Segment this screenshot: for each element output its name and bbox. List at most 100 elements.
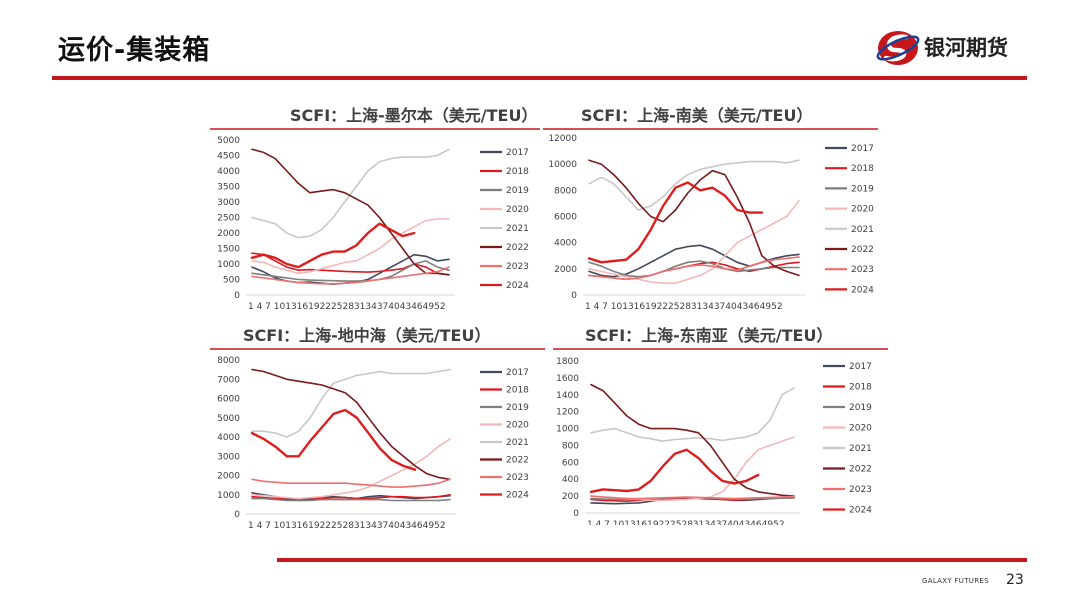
legend-label-2017: 2017 [851, 144, 874, 154]
legend-label-2023: 2023 [506, 473, 529, 483]
legend-label-2020: 2020 [849, 424, 872, 434]
series-line-2024 [587, 181, 764, 264]
legend-label-2019: 2019 [851, 184, 874, 194]
y-tick-label: 3000 [217, 452, 240, 462]
y-tick-label: 3500 [217, 183, 240, 193]
legend-label-2024: 2024 [506, 491, 529, 501]
y-tick-label: 4000 [217, 433, 240, 443]
series-line-2021 [251, 148, 450, 239]
chart-title: SCFI：上海-东南亚（美元/TEU） [585, 326, 832, 345]
legend-label-2024: 2024 [849, 506, 872, 516]
y-tick-label: 1000 [556, 425, 579, 435]
x-tick-labels: 1 4 7 101316192225283134374043464952 [585, 302, 783, 312]
chart-melbourne: SCFI：上海-墨尔本（美元/TEU） 0 500 1000 1500 2000 2500 3… [210, 100, 540, 312]
legend-label-2018: 2018 [849, 383, 872, 393]
y-tick-label: 5000 [217, 414, 240, 424]
y-tick-label: 800 [562, 441, 579, 451]
x-tick-labels: 1 4 7 101316192225283134374043464952 [248, 521, 446, 531]
y-tick-label: 1800 [556, 357, 579, 367]
chart-mediterranean: SCFI：上海-地中海（美元/TEU） 0 1000 2000 3000 4000 5000… [210, 320, 545, 535]
legend-label-2020: 2020 [506, 421, 529, 431]
y-tick-label: 5000 [217, 136, 240, 146]
y-tick-label: 4500 [217, 152, 240, 162]
y-tick-label: 200 [562, 492, 579, 502]
legend-label-2017: 2017 [506, 368, 529, 378]
y-tick-label: 1400 [556, 391, 579, 401]
chart-title: SCFI：上海-南美（美元/TEU） [581, 106, 812, 125]
chart-svg: SCFI：上海-南美（美元/TEU） 0 2000 4000 6000 8000 10000… [543, 106, 878, 312]
chart-svg: SCFI：上海-东南亚（美元/TEU） 0 200 400 600 800 1000 1200… [553, 326, 888, 525]
y-tick-label: 400 [562, 475, 579, 485]
y-tick-label: 1500 [217, 245, 240, 255]
y-tick-label: 1200 [556, 408, 579, 418]
y-tick-label: 1000 [217, 491, 240, 501]
y-tick-label: 2000 [554, 265, 577, 275]
series-line-2023 [251, 266, 450, 285]
series-line-2022 [251, 148, 450, 276]
y-tick-label: 0 [234, 291, 240, 301]
chart-southeast-asia: SCFI：上海-东南亚（美元/TEU） 0 200 400 600 800 1000 1200… [553, 320, 888, 525]
chart-svg: SCFI：上海-墨尔本（美元/TEU） 0 500 1000 1500 2000 2500 3… [210, 106, 540, 312]
series-line-2020 [251, 218, 450, 275]
series-line-2024 [250, 222, 416, 269]
y-tick-label: 10000 [548, 160, 577, 170]
title-underline [52, 76, 1027, 80]
chart-title: SCFI：上海-地中海（美元/TEU） [243, 326, 490, 345]
footer-line [277, 558, 1027, 562]
y-tick-label: 0 [234, 510, 240, 520]
legend-label-2023: 2023 [849, 485, 872, 495]
legend-label-2021: 2021 [851, 225, 874, 235]
legend-label-2017: 2017 [849, 362, 872, 372]
footer-brand: GALAXY FUTURES [922, 577, 989, 585]
y-tick-label: 7000 [217, 375, 240, 385]
logo-text: 银河期货 [924, 36, 1008, 60]
x-tick-labels: 1 4 7 101316192225283134374043464952 [248, 302, 446, 312]
legend-label-2023: 2023 [851, 265, 874, 275]
series-line-2021 [251, 368, 451, 438]
legend-label-2021: 2021 [506, 224, 529, 234]
y-tick-label: 600 [562, 458, 579, 468]
y-tick-label: 2000 [217, 229, 240, 239]
legend-label-2022: 2022 [849, 465, 872, 475]
y-tick-label: 12000 [548, 134, 577, 144]
y-tick-label: 8000 [217, 356, 240, 366]
series-line-2022 [251, 368, 451, 481]
series-line-2022 [590, 383, 795, 497]
series-line-2023 [590, 495, 795, 500]
series-line-2021 [590, 387, 795, 442]
series-line-2023 [251, 478, 451, 488]
series-line-2018 [251, 252, 450, 276]
y-tick-label: 3000 [217, 198, 240, 208]
legend-label-2019: 2019 [849, 403, 872, 413]
chart-svg: SCFI：上海-地中海（美元/TEU） 0 1000 2000 3000 4000 5000… [210, 326, 545, 531]
series-line-2020 [588, 200, 800, 284]
series-line-2022 [588, 159, 800, 277]
y-tick-label: 6000 [217, 395, 240, 405]
legend-label-2023: 2023 [506, 262, 529, 272]
series-line-2024 [589, 448, 760, 494]
series-line-2019 [588, 260, 800, 278]
series-line-2021 [588, 159, 800, 211]
series-line-2018 [251, 494, 451, 502]
legend-label-2022: 2022 [851, 245, 874, 255]
legend-label-2018: 2018 [506, 386, 529, 396]
company-logo: 银河期货 [876, 28, 1036, 68]
series-line-2019 [251, 260, 450, 282]
y-tick-label: 1600 [556, 374, 579, 384]
legend-label-2018: 2018 [851, 164, 874, 174]
legend-label-2021: 2021 [849, 444, 872, 454]
chart-title: SCFI：上海-墨尔本（美元/TEU） [290, 106, 537, 125]
legend-label-2024: 2024 [851, 285, 874, 295]
series-line-2019 [251, 497, 451, 502]
legend-label-2018: 2018 [506, 167, 529, 177]
y-tick-label: 0 [571, 291, 577, 301]
y-tick-label: 500 [223, 276, 240, 286]
y-tick-label: 4000 [554, 239, 577, 249]
chart-south-america: SCFI：上海-南美（美元/TEU） 0 2000 4000 6000 8000 10000… [543, 100, 878, 312]
legend-label-2020: 2020 [851, 205, 874, 215]
y-tick-label: 2000 [217, 472, 240, 482]
y-tick-label: 8000 [554, 186, 577, 196]
series-line-2023 [588, 256, 800, 281]
series-line-2020 [251, 438, 451, 500]
y-tick-label: 2500 [217, 214, 240, 224]
